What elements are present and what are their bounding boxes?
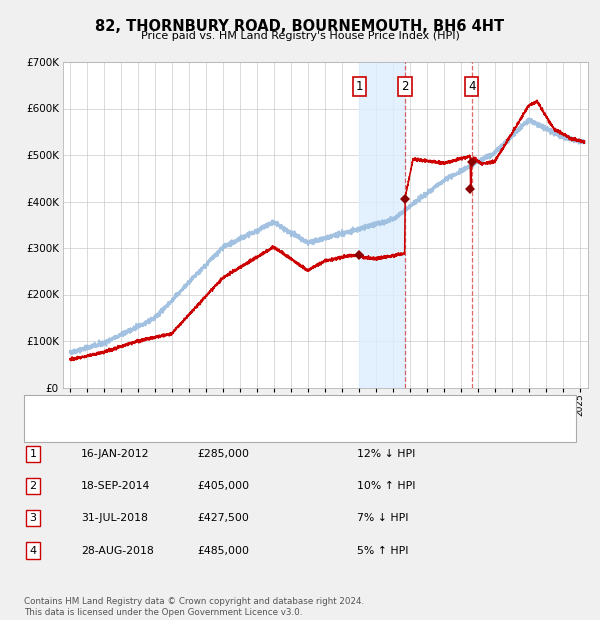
Text: 2: 2 [29, 481, 37, 491]
Text: 4: 4 [29, 546, 37, 556]
Text: Contains HM Land Registry data © Crown copyright and database right 2024.
This d: Contains HM Land Registry data © Crown c… [24, 598, 364, 617]
Text: 82, THORNBURY ROAD, BOURNEMOUTH, BH6 4HT (detached house): 82, THORNBURY ROAD, BOURNEMOUTH, BH6 4HT… [75, 403, 415, 413]
Text: 4: 4 [468, 80, 476, 92]
Text: 12% ↓ HPI: 12% ↓ HPI [357, 449, 415, 459]
Text: 82, THORNBURY ROAD, BOURNEMOUTH, BH6 4HT: 82, THORNBURY ROAD, BOURNEMOUTH, BH6 4HT [95, 19, 505, 33]
Text: 3: 3 [29, 513, 37, 523]
Text: £485,000: £485,000 [197, 546, 249, 556]
Text: 1: 1 [29, 449, 37, 459]
Text: 2: 2 [401, 80, 409, 92]
Text: 7% ↓ HPI: 7% ↓ HPI [357, 513, 409, 523]
Text: 5% ↑ HPI: 5% ↑ HPI [357, 546, 409, 556]
Text: 10% ↑ HPI: 10% ↑ HPI [357, 481, 415, 491]
Text: £427,500: £427,500 [197, 513, 249, 523]
Text: £405,000: £405,000 [197, 481, 249, 491]
Text: 1: 1 [356, 80, 363, 92]
Text: 18-SEP-2014: 18-SEP-2014 [81, 481, 151, 491]
Bar [359, 62, 405, 388]
Text: 31-JUL-2018: 31-JUL-2018 [81, 513, 148, 523]
Text: Price paid vs. HM Land Registry's House Price Index (HPI): Price paid vs. HM Land Registry's House … [140, 31, 460, 41]
Text: 16-JAN-2012: 16-JAN-2012 [81, 449, 149, 459]
Text: £285,000: £285,000 [197, 449, 249, 459]
Text: HPI: Average price, detached house, Bournemouth Christchurch and Poole: HPI: Average price, detached house, Bour… [75, 425, 446, 435]
Text: 28-AUG-2018: 28-AUG-2018 [81, 546, 154, 556]
